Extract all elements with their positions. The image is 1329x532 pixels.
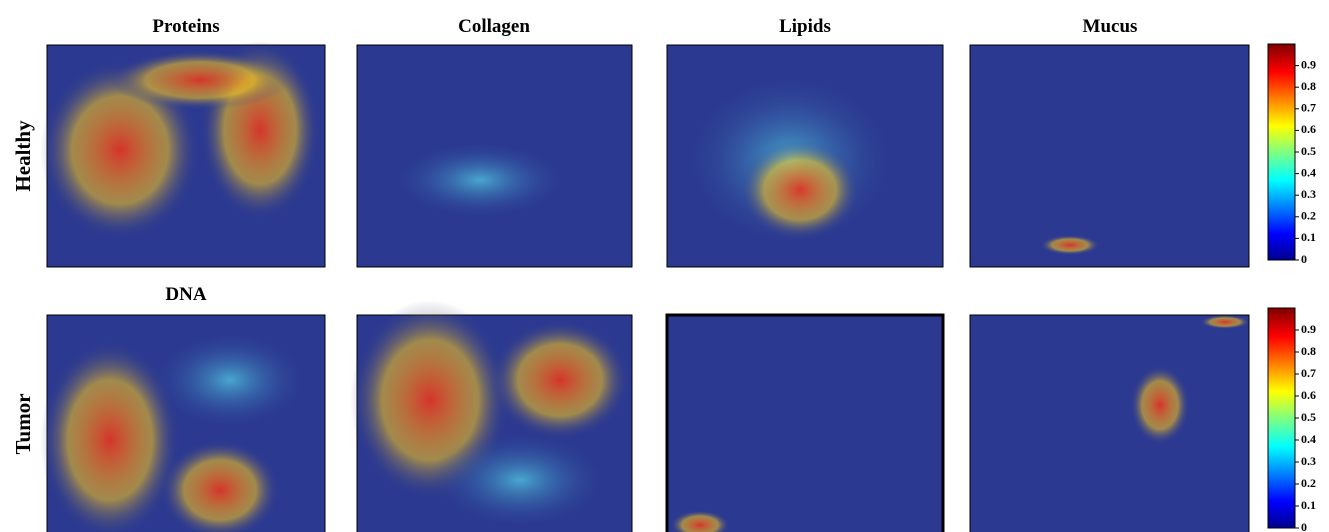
- column-title: Mucus: [1083, 16, 1138, 37]
- colorbar-tick-label: 0.7: [1301, 101, 1316, 115]
- column-title: Collagen: [458, 16, 530, 37]
- heatmap-panels: [40, 40, 1250, 532]
- heat-region: [1200, 315, 1250, 329]
- heatmap: [667, 315, 943, 532]
- colorbar-tick-label: 0: [1301, 520, 1307, 532]
- column-title: Proteins: [152, 16, 219, 37]
- colorbar-tick-label: 0.6: [1301, 122, 1316, 136]
- colorbar-tick-label: 0.8: [1301, 79, 1316, 93]
- colorbar-tick-label: 0.4: [1301, 165, 1316, 179]
- colorbar-tick-label: 0.3: [1301, 454, 1316, 468]
- column-title: Lipids: [779, 16, 831, 37]
- colorbar-tick-label: 0.2: [1301, 209, 1316, 223]
- colorbar-tick-label: 0.5: [1301, 410, 1316, 424]
- colorbar-tick-label: 0: [1301, 252, 1307, 266]
- colorbar: [1268, 308, 1295, 528]
- panel-label: DNA: [165, 284, 206, 305]
- colorbar-tick-label: 0.7: [1301, 366, 1316, 380]
- heat-region: [1130, 365, 1190, 445]
- colorbar-tick-label: 0.5: [1301, 144, 1316, 158]
- figure: Proteins Collagen Lipids Mucus DNA Healt…: [0, 0, 1329, 532]
- heat-region: [430, 430, 610, 530]
- heat-region: [390, 140, 570, 220]
- colorbar-tick-label: 0.1: [1301, 498, 1316, 512]
- colorbar-tick-label: 0.8: [1301, 344, 1316, 358]
- heat-region: [740, 140, 860, 240]
- heatmap: [970, 315, 1249, 532]
- colorbar-tick-label: 0.1: [1301, 230, 1316, 244]
- heatmap: [970, 45, 1249, 267]
- colorbar-tick-label: 0.2: [1301, 476, 1316, 490]
- row-label: Tumor: [11, 393, 35, 454]
- heat-region: [150, 330, 310, 430]
- colorbar: [1268, 44, 1295, 260]
- colorbar-tick-label: 0.9: [1301, 57, 1316, 71]
- heat-region: [110, 50, 290, 110]
- colorbar-tick-label: 0.6: [1301, 388, 1316, 402]
- row-label: Healthy: [11, 120, 35, 192]
- colorbar-tick-label: 0.4: [1301, 432, 1316, 446]
- heat-region: [1040, 235, 1100, 255]
- colorbar-tick-label: 0.3: [1301, 187, 1316, 201]
- heat-region: [490, 320, 630, 440]
- colorbar-tick-label: 0.9: [1301, 322, 1316, 336]
